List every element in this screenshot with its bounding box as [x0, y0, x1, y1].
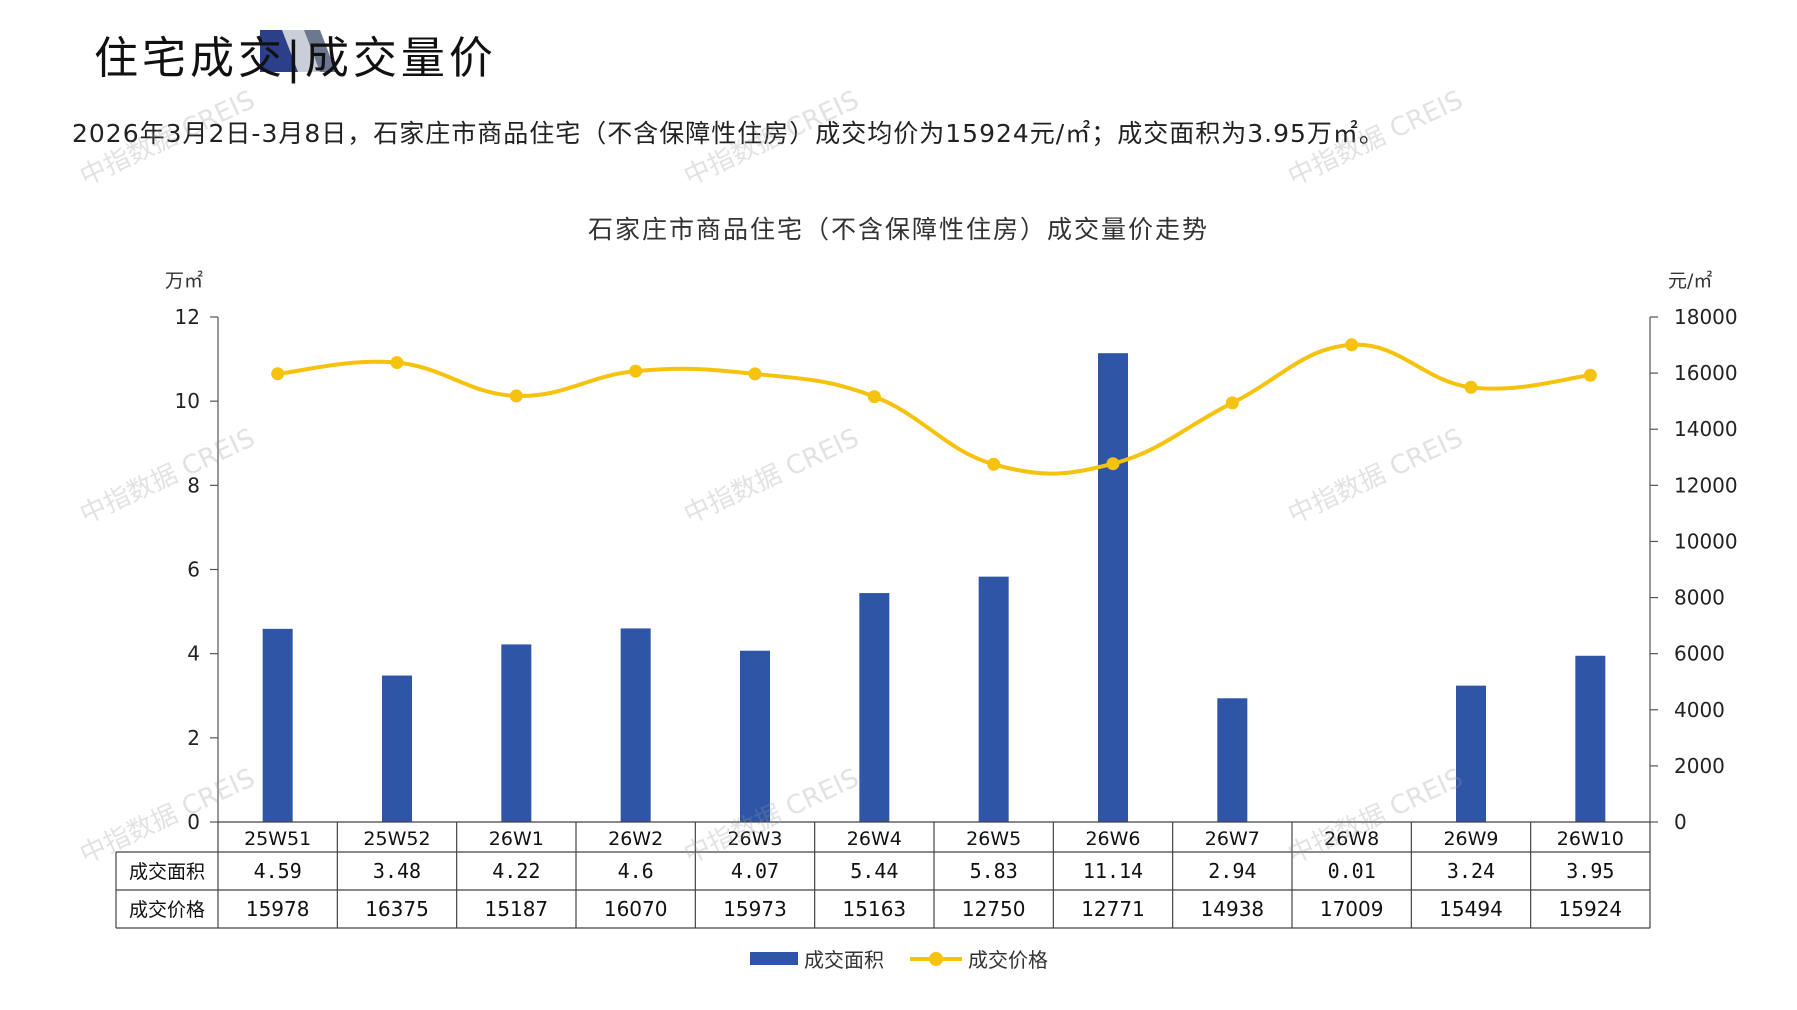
price-point: [509, 389, 523, 403]
area-value-cell: 4.07: [731, 859, 779, 883]
bar: [620, 628, 651, 822]
bar: [382, 675, 412, 822]
category-label: 26W2: [608, 828, 663, 850]
category-label: 26W10: [1557, 828, 1624, 850]
area-value-cell: 4.6: [618, 859, 654, 883]
left-axis-unit: 万㎡: [165, 270, 204, 292]
area-value-cell: 5.83: [970, 859, 1018, 883]
price-point: [1464, 380, 1478, 394]
price-value-cell: 14938: [1201, 897, 1265, 921]
legend-label-area: 成交面积: [804, 948, 884, 972]
area-value-cell: 4.59: [254, 859, 302, 883]
price-point: [1106, 457, 1120, 471]
price-point: [987, 457, 1001, 471]
area-value-cell: 0.01: [1328, 859, 1376, 883]
price-point: [748, 367, 762, 381]
legend-label-price: 成交价格: [968, 948, 1048, 972]
left-axis-tick-label: 4: [187, 642, 200, 666]
left-axis-tick-label: 0: [187, 810, 200, 834]
price-value-cell: 15163: [843, 897, 907, 921]
category-label: 26W9: [1443, 828, 1498, 850]
category-label: 26W1: [489, 828, 544, 850]
category-label: 25W52: [363, 828, 430, 850]
right-axis-unit: 元/㎡: [1668, 270, 1713, 292]
bar: [740, 650, 770, 822]
right-axis-tick-label: 0: [1674, 810, 1687, 834]
category-label: 26W7: [1205, 828, 1260, 850]
bar: [1098, 353, 1128, 822]
right-axis-tick-label: 18000: [1674, 305, 1738, 329]
summary-text: 2026年3月2日-3月8日，石家庄市商品住宅（不含保障性住房）成交均价为159…: [72, 119, 1385, 148]
table-row-label: 成交价格: [129, 899, 205, 921]
legend-line-swatch: [910, 951, 962, 966]
area-value-cell: 11.14: [1083, 859, 1143, 883]
bar: [501, 644, 532, 822]
right-axis-tick-label: 6000: [1674, 642, 1725, 666]
category-label: 26W4: [847, 828, 902, 850]
page-title: 住宅成交|成交量价: [94, 33, 497, 84]
price-value-cell: 15973: [723, 897, 787, 921]
category-label: 25W51: [244, 828, 311, 850]
price-point: [271, 367, 285, 381]
chart-legend: 成交面积 成交价格: [750, 944, 1048, 973]
right-axis-tick-label: 4000: [1674, 698, 1725, 722]
price-point: [1583, 368, 1597, 382]
bar: [1575, 655, 1606, 822]
bar: [1456, 685, 1486, 822]
right-axis-tick-label: 2000: [1674, 754, 1725, 778]
price-value-cell: 15924: [1559, 897, 1623, 921]
price-value-cell: 17009: [1320, 897, 1384, 921]
right-axis-tick-label: 14000: [1674, 417, 1738, 441]
right-axis-tick-label: 10000: [1674, 529, 1738, 553]
category-label: 26W6: [1085, 828, 1140, 850]
category-label: 26W8: [1324, 828, 1379, 850]
area-value-cell: 3.95: [1566, 859, 1614, 883]
price-value-cell: 15187: [485, 897, 549, 921]
area-value-cell: 3.24: [1447, 859, 1495, 883]
right-axis-tick-label: 12000: [1674, 473, 1738, 497]
right-axis-tick-label: 16000: [1674, 361, 1738, 385]
bar: [978, 576, 1009, 822]
price-point: [1225, 396, 1239, 410]
category-label: 26W3: [727, 828, 782, 850]
price-value-cell: 16375: [365, 897, 429, 921]
table-row-label: 成交面积: [129, 861, 205, 883]
area-value-cell: 2.94: [1208, 859, 1256, 883]
bar: [1217, 698, 1248, 822]
price-value-cell: 12750: [962, 897, 1026, 921]
legend-bar-swatch: [750, 952, 798, 965]
price-value-cell: 15494: [1439, 897, 1503, 921]
category-label: 26W5: [966, 828, 1021, 850]
price-value-cell: 16070: [604, 897, 668, 921]
left-axis-tick-label: 12: [175, 305, 200, 329]
right-axis-tick-label: 8000: [1674, 586, 1725, 610]
price-value-cell: 15978: [246, 897, 310, 921]
price-point: [390, 356, 404, 370]
bar: [859, 593, 890, 822]
title-accent-graphic: [260, 30, 336, 72]
price-point: [629, 364, 643, 378]
area-value-cell: 4.22: [492, 859, 540, 883]
left-axis-tick-label: 10: [175, 389, 200, 413]
area-value-cell: 3.48: [373, 859, 421, 883]
price-value-cell: 12771: [1081, 897, 1145, 921]
price-line: [277, 342, 1591, 476]
price-point: [867, 390, 881, 404]
chart-title: 石家庄市商品住宅（不含保障性住房）成交量价走势: [587, 215, 1209, 244]
price-point: [1345, 338, 1359, 352]
left-axis-tick-label: 8: [187, 473, 200, 497]
left-axis-tick-label: 6: [187, 558, 200, 582]
area-value-cell: 5.44: [850, 859, 898, 883]
bar: [262, 628, 293, 822]
left-axis-tick-label: 2: [187, 726, 200, 750]
